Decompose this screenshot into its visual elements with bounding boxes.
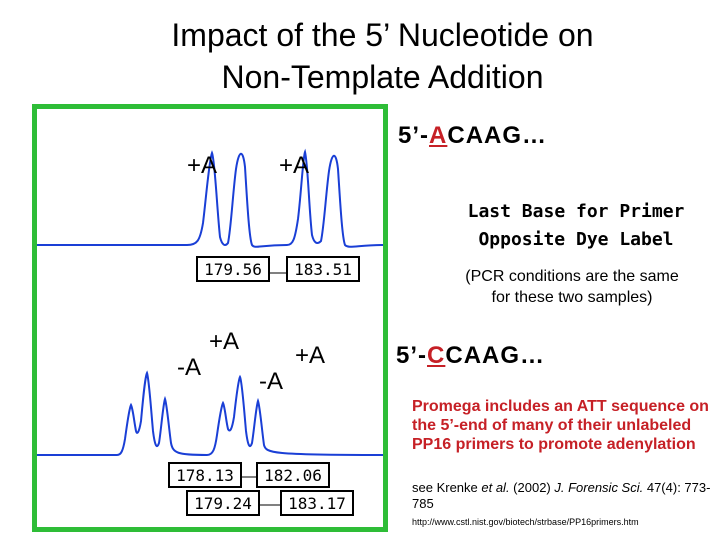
bottom-trace <box>37 370 383 457</box>
size-label: 182.06 <box>264 466 322 485</box>
sequence-bottom: 5’-CCAAG… <box>396 342 545 370</box>
slide-title-line1: Impact of the 5’ Nucleotide on <box>171 17 594 53</box>
size-box <box>196 256 270 282</box>
pcr-note-line1: (PCR conditions are the same <box>465 268 679 285</box>
size-label: 183.51 <box>294 260 352 279</box>
last-base-line1: Last Base for Primer <box>467 201 685 222</box>
size-label: 183.17 <box>288 494 346 513</box>
size-label: 178.13 <box>176 466 234 485</box>
last-base-line2: Opposite Dye Label <box>478 229 674 250</box>
bottom-plus-a-right: +A <box>295 342 325 369</box>
slide-title-line2: Non-Template Addition <box>221 59 544 95</box>
size-box <box>280 490 354 516</box>
sequence-top-rest: CAAG… <box>447 122 548 149</box>
sequence-top-prefix: 5’- <box>398 122 430 149</box>
slide-title: Impact of the 5’ Nucleotide on Non-Templ… <box>0 14 720 98</box>
top-plus-a-left: +A <box>187 152 217 179</box>
promega-note: Promega includes an ATT sequence on the … <box>412 398 709 453</box>
top-trace <box>37 148 383 248</box>
sequence-bottom-prefix: 5’- <box>396 342 428 369</box>
electropherogram-panel: +A +A +A -A +A -A 179.56 183.51 178.13 1… <box>32 104 388 532</box>
size-label: 179.56 <box>204 260 262 279</box>
electropherogram-image: +A +A +A -A +A -A 179.56 183.51 178.13 1… <box>37 148 383 516</box>
size-box <box>168 462 242 488</box>
sequence-bottom-rest: CAAG… <box>445 342 546 369</box>
pcr-note: (PCR conditions are the same for these t… <box>440 266 704 308</box>
source-url: http://www.cstl.nist.gov/biotech/strbase… <box>412 517 639 527</box>
top-plus-a-right: +A <box>279 152 309 179</box>
sequence-top-base: A <box>429 122 448 149</box>
last-base-note: Last Base for Primer Opposite Dye Label <box>458 198 694 254</box>
sequence-bottom-base: C <box>427 342 446 369</box>
size-label: 179.24 <box>194 494 252 513</box>
size-box <box>256 462 330 488</box>
sequence-top: 5’-ACAAG… <box>398 122 547 150</box>
bottom-plus-a-left: +A <box>209 328 239 355</box>
citation-after: 47(4): 773-785 <box>412 480 711 511</box>
size-box <box>186 490 260 516</box>
citation: see Krenke et al. (2002) J. Forensic Sci… <box>412 480 712 512</box>
pcr-note-line2: for these two samples) <box>491 289 653 306</box>
citation-et-al: et al. <box>481 480 510 495</box>
citation-before: see Krenke <box>412 480 482 495</box>
size-box <box>286 256 360 282</box>
bottom-minus-a-right: -A <box>259 368 283 395</box>
citation-journal: J. Forensic Sci. <box>554 480 644 495</box>
citation-middle: (2002) <box>509 480 555 495</box>
bottom-minus-a-left: -A <box>177 354 201 381</box>
